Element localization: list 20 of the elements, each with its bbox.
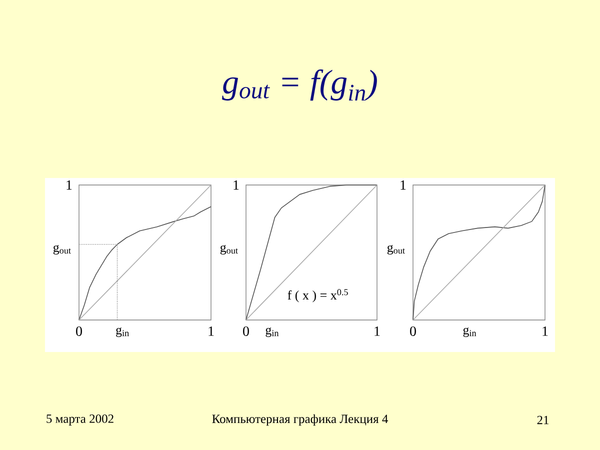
x-axis-title: g$_{in}$	[116, 328, 129, 337]
x-axis-title: g$_{in}$	[266, 328, 279, 337]
text: 1	[66, 180, 72, 190]
text: Компьютерная графика Лекция 4	[212, 414, 388, 426]
text: 1	[234, 180, 239, 190]
x-tick-label: 0	[410, 326, 416, 336]
x-tick-label: 1	[208, 326, 214, 336]
text: g$_{out}$ = f(g$_{in}$)	[222, 69, 377, 101]
y-axis-title: g$_{out}$	[53, 245, 71, 255]
x-tick-label: 0	[243, 326, 249, 336]
text: 21	[537, 416, 549, 424]
x-axis-title: g$_{in}$	[463, 328, 476, 337]
text: 1	[400, 180, 406, 190]
y-axis-title: g$_{out}$	[387, 245, 405, 255]
x-tick-label: 1	[542, 326, 548, 336]
text: 5 марта 2002	[46, 414, 114, 426]
y-axis-title: g$_{out}$	[220, 245, 238, 255]
x-tick-label: 0	[76, 326, 82, 336]
annotation: f ( x ) = x$^{0.5}$	[288, 289, 348, 302]
x-tick-label: 1	[374, 326, 380, 336]
